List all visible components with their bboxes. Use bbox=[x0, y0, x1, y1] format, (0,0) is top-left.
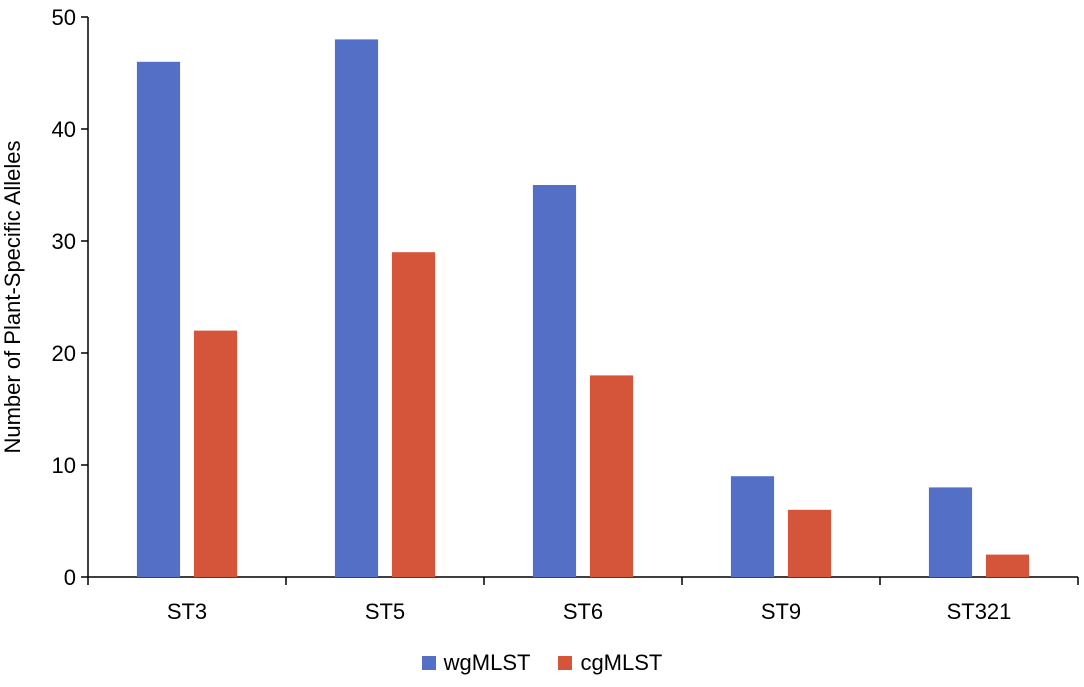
x-tick-label: ST9 bbox=[761, 599, 801, 624]
legend-label-wgmlst: wgMLST bbox=[443, 650, 531, 675]
bar-cgmlst-st3 bbox=[193, 330, 238, 577]
bar-wgmlst-st3 bbox=[136, 61, 181, 578]
legend: wgMLST cgMLST bbox=[0, 650, 1084, 676]
legend-label-cgmlst: cgMLST bbox=[580, 650, 663, 675]
legend-swatch-cgmlst bbox=[558, 656, 573, 670]
bar-wgmlst-st5 bbox=[334, 39, 379, 577]
x-axis: ST3 ST5 ST6 ST9 ST321 bbox=[87, 576, 1079, 624]
x-tick-label: ST321 bbox=[947, 599, 1012, 624]
x-tick-label: ST5 bbox=[365, 599, 405, 624]
y-tick-label: 30 bbox=[52, 229, 76, 254]
bar-cgmlst-st5 bbox=[391, 252, 436, 577]
bars bbox=[136, 39, 1030, 578]
y-tick-label: 0 bbox=[64, 565, 76, 590]
y-tick-label: 50 bbox=[52, 5, 76, 30]
y-tick-label: 20 bbox=[52, 341, 76, 366]
bar-wgmlst-st321 bbox=[928, 487, 973, 577]
y-tick-label: 40 bbox=[52, 117, 76, 142]
x-tick-label: ST6 bbox=[563, 599, 603, 624]
legend-item-cgmlst: cgMLST bbox=[558, 650, 662, 676]
y-axis-label: Number of Plant-Specific Alleles bbox=[0, 140, 25, 453]
y-tick-label: 10 bbox=[52, 453, 76, 478]
y-axis: 0 10 20 30 40 50 bbox=[52, 5, 89, 590]
bar-cgmlst-st9 bbox=[787, 509, 832, 577]
bar-cgmlst-st6 bbox=[589, 375, 634, 577]
legend-item-wgmlst: wgMLST bbox=[421, 650, 531, 676]
bar-wgmlst-st9 bbox=[730, 476, 775, 577]
x-tick-label: ST3 bbox=[167, 599, 207, 624]
bar-cgmlst-st321 bbox=[985, 554, 1030, 577]
bar-wgmlst-st6 bbox=[532, 185, 577, 577]
legend-swatch-wgmlst bbox=[421, 656, 436, 670]
